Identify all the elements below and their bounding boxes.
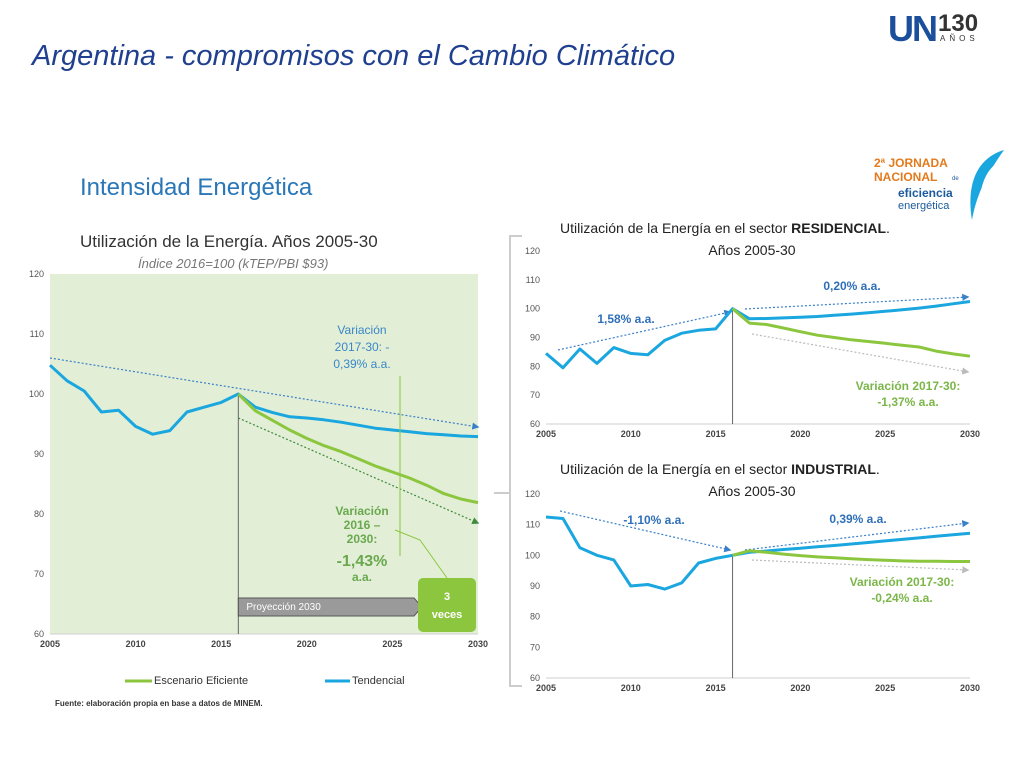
chart2-xtick-label: 2030 <box>960 429 980 439</box>
jornada-logo: 2ª JORNADA NACIONAL de eficiencia energé… <box>858 148 1008 222</box>
chart1-xtick-label: 2030 <box>468 639 488 649</box>
chart2-ytick-label: 90 <box>530 333 540 343</box>
chart1-xtick-label: 2025 <box>382 639 402 649</box>
chart1-badge-number: 3 <box>444 591 450 603</box>
chart3-ytick-label: 80 <box>530 612 540 622</box>
chart1-series-eficiente-line <box>237 392 479 505</box>
chart1-efficient-unit: a.a. <box>352 570 372 584</box>
chart1-ytick-label: 70 <box>34 569 44 579</box>
chart3-xtick-label: 2030 <box>960 683 980 693</box>
chart1-ytick-label: 60 <box>34 629 44 639</box>
chart2-pre-rate: 1,58% a.a. <box>597 312 654 326</box>
chart3-efficient-dotted-arrow <box>751 559 970 574</box>
chart3-xtick-label: 2005 <box>536 683 556 693</box>
chart3-xtick-label: 2020 <box>790 683 810 693</box>
chart3-title: Utilización de la Energía en el sector I… <box>560 461 880 477</box>
jornada-line3: eficiencia <box>898 186 953 200</box>
chart3-ytick-label: 120 <box>525 489 540 499</box>
chart2-title: Utilización de la Energía en el sector R… <box>560 220 890 236</box>
chart1-legend-tendencial-label: Tendencial <box>352 675 405 687</box>
chart2-series-tendencial-line <box>545 300 971 370</box>
chart1-xtick-label: 2020 <box>297 639 317 649</box>
chart1-xtick-label: 2010 <box>126 639 146 649</box>
jornada-de: de <box>952 176 959 182</box>
chart3-xtick-label: 2025 <box>875 683 895 693</box>
panels-bracket <box>509 235 522 687</box>
chart1-trend-variation-line: Variación <box>337 323 386 337</box>
chart1-ytick-label: 120 <box>29 269 44 279</box>
chart2-xtick-label: 2025 <box>875 429 895 439</box>
chart1-ytick-label: 90 <box>34 449 44 459</box>
chart1-heading: Intensidad Energética <box>80 174 313 201</box>
chart2-ytick-label: 80 <box>530 361 540 371</box>
slide-title: Argentina - compromisos con el Cambio Cl… <box>32 40 676 72</box>
jornada-line4: energética <box>898 200 950 212</box>
chart1-trend-variation-line: 2017-30: - <box>335 340 390 354</box>
chart1-xtick-label: 2005 <box>40 639 60 649</box>
chart1-projection-label: Proyección 2030 <box>246 602 321 613</box>
chart3-efficient-variation-line: Variación 2017-30: <box>850 575 955 589</box>
chart1-ytick-label: 110 <box>30 329 44 339</box>
chart3-ytick-label: 90 <box>530 581 540 591</box>
chart2-xtick-label: 2010 <box>621 429 641 439</box>
logo-mark: UN <box>888 8 938 49</box>
chart3-title-line2: Años 2005-30 <box>708 483 795 499</box>
chart1-efficient-value: -1,43% <box>337 553 388 570</box>
chart1-efficient-variation-line: Variación <box>335 504 388 518</box>
chart2-xtick-label: 2015 <box>706 429 726 439</box>
chart3-post-dotted-arrow <box>744 520 970 551</box>
chart3-ytick-label: 110 <box>526 520 540 530</box>
chart2-series-eficiente-line <box>731 307 971 358</box>
chart1-badge-leader <box>394 529 448 579</box>
chart1-title: Utilización de la Energía. Años 2005-30 <box>80 232 378 251</box>
chart2-ytick-label: 60 <box>530 419 540 429</box>
chart1-efficient-variation-line: 2016 – <box>344 518 381 532</box>
chart2-post-rate: 0,20% a.a. <box>823 279 880 293</box>
chart3-xtick-label: 2010 <box>621 683 641 693</box>
chart1-badge <box>418 578 476 632</box>
chart1-legend-eficiente-label: Escenario Eficiente <box>154 675 248 687</box>
chart1-subtitle: Índice 2016=100 (kTEP/PBI $93) <box>138 256 328 271</box>
chart1-ytick-label: 80 <box>34 509 44 519</box>
chart2-ytick-label: 110 <box>526 275 540 285</box>
jornada-line2: NACIONAL <box>874 170 938 184</box>
chart3-ytick-label: 60 <box>530 673 540 683</box>
chart2-efficient-variation-line: -1,37% a.a. <box>877 395 938 409</box>
chart3-efficient-variation-line: -0,24% a.a. <box>871 591 932 605</box>
chart2-xtick-label: 2005 <box>536 429 556 439</box>
chart1-trend-dotted-arrow <box>49 357 480 430</box>
flame-icon <box>970 150 1004 220</box>
chart2-title-line2: Años 2005-30 <box>708 242 795 258</box>
chart1-xtick-label: 2015 <box>211 639 231 649</box>
chart3-pre-rate: -1,10% a.a. <box>623 513 684 527</box>
chart2-efficient-variation-line: Variación 2017-30: <box>856 379 961 393</box>
logo-years: AÑOS <box>940 34 979 43</box>
logo-number: 130 <box>938 10 979 37</box>
university-logo: UN 130 AÑOS <box>888 6 1018 49</box>
chart2-ytick-label: 100 <box>525 304 540 314</box>
chart1-badge-word: veces <box>432 609 463 621</box>
chart1-ytick-label: 100 <box>29 389 44 399</box>
chart3-xtick-label: 2015 <box>706 683 726 693</box>
chart3-series-eficiente-line <box>732 549 970 563</box>
chart1-efficient-variation-line: 2030: <box>347 532 378 546</box>
chart1-series-tendencial-line <box>48 364 479 439</box>
chart2-pre-dotted-arrow <box>557 309 732 351</box>
chart3-ytick-label: 70 <box>530 642 540 652</box>
chart1-plot-background <box>50 274 478 634</box>
chart2-xtick-label: 2020 <box>790 429 810 439</box>
chart2-ytick-label: 70 <box>530 390 540 400</box>
chart2-ytick-label: 120 <box>525 246 540 256</box>
chart1-trend-variation-line: 0,39% a.a. <box>333 357 390 371</box>
chart2-efficient-dotted-arrow <box>751 333 970 375</box>
chart2-post-dotted-arrow <box>744 293 970 310</box>
chart1-source: Fuente: elaboración propia en base a dat… <box>55 699 263 708</box>
chart3-pre-dotted-arrow <box>559 510 732 553</box>
chart3-ytick-label: 100 <box>525 550 540 560</box>
chart3-post-rate: 0,39% a.a. <box>829 512 886 526</box>
jornada-line1: 2ª JORNADA <box>874 156 948 170</box>
